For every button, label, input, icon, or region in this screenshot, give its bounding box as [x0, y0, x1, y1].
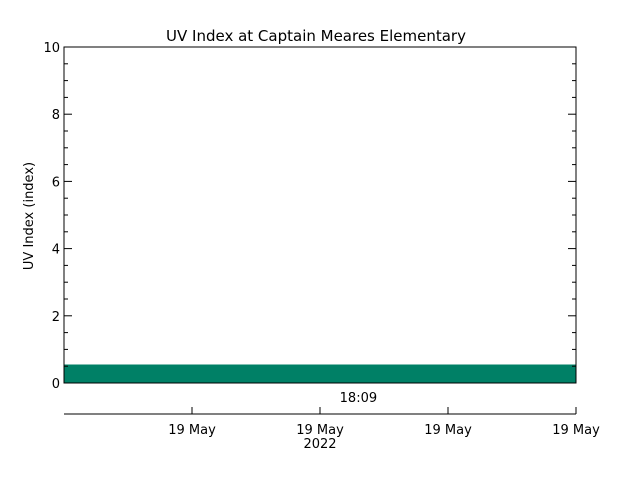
y-axis-ticks: 0 2 4 6 8 10	[43, 41, 576, 392]
year-label: 2022	[303, 437, 336, 452]
y-tick-label: 2	[52, 310, 60, 325]
series-area-0	[64, 364, 576, 383]
x-tick-label: 19 May	[552, 423, 600, 438]
y-axis-label: UV Index (index)	[22, 162, 37, 270]
x-axis: 19 May 19 May 19 May 19 May	[64, 407, 600, 438]
x-tick-label: 19 May	[296, 423, 344, 438]
series-layer	[64, 364, 576, 383]
plot-frame	[63, 46, 577, 384]
y-tick-label: 4	[52, 243, 60, 258]
x-tick-label: 19 May	[424, 423, 472, 438]
x-tick-label: 19 May	[168, 423, 216, 438]
y-tick-label: 10	[43, 41, 60, 56]
x-marker-label: 18:09	[340, 391, 377, 406]
y-tick-label: 0	[52, 377, 60, 392]
y-tick-label: 6	[52, 175, 60, 190]
y-tick-label: 8	[52, 108, 60, 123]
chart-title: UV Index at Captain Meares Elementary	[166, 27, 466, 45]
